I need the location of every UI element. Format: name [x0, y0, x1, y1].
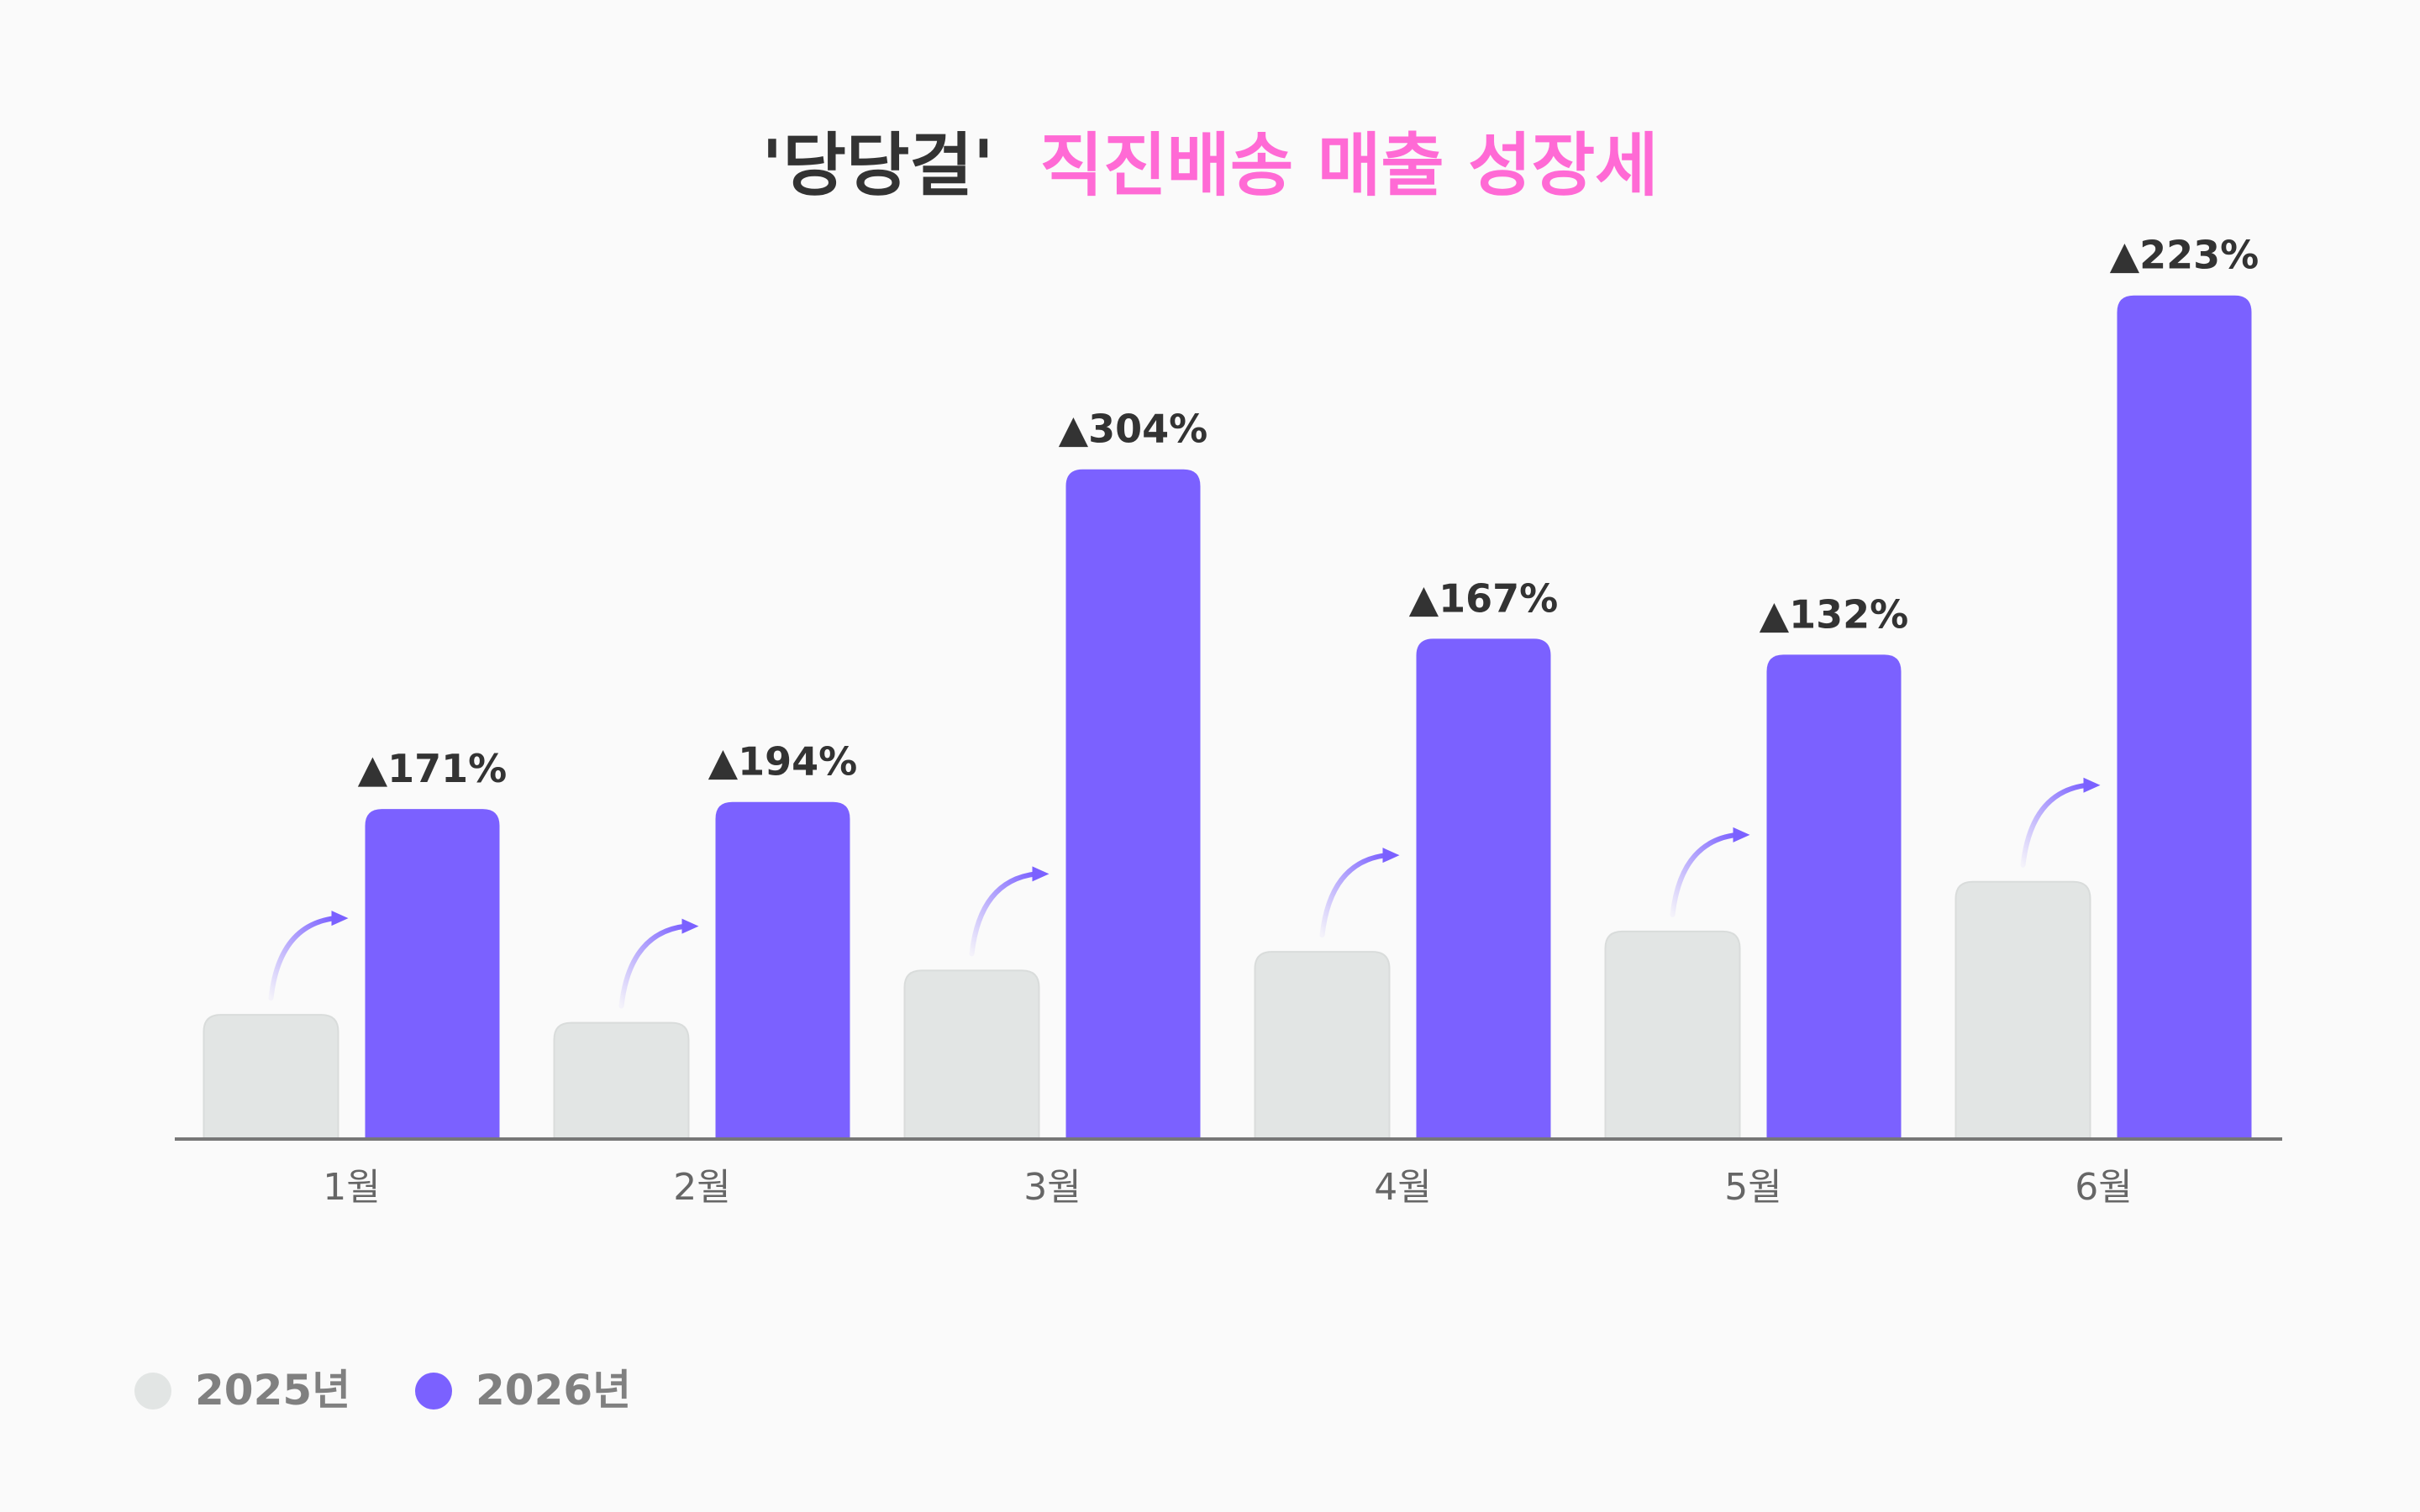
- curved-up-arrow-icon: [1319, 848, 1400, 938]
- legend-marker-2025: [134, 1373, 171, 1410]
- title-subject: 직진배송 매출 성장세: [1040, 126, 1659, 206]
- growth-label-6: ▲223%: [2110, 233, 2260, 278]
- curved-up-arrow-icon: [969, 866, 1050, 957]
- bar-2025-5: [1604, 930, 1741, 1140]
- x-tick-label-2: 2월: [673, 1166, 730, 1209]
- curved-up-arrow-icon: [2020, 777, 2101, 868]
- bar-2026-1: [365, 809, 500, 1139]
- curved-up-arrow-icon: [268, 911, 349, 1001]
- bar-2026-3: [1065, 469, 1201, 1139]
- bar-2025-1: [203, 1014, 339, 1140]
- bar-2026-4: [1416, 638, 1551, 1139]
- curved-up-arrow-icon: [618, 918, 699, 1009]
- bar-2025-2: [553, 1021, 690, 1140]
- legend: 2025년 2026년: [134, 1366, 631, 1415]
- x-tick-label-5: 5월: [1724, 1166, 1781, 1209]
- growth-label-4: ▲167%: [1409, 575, 1559, 621]
- plot-area: ▲171% 1월 ▲194% 2월 ▲304% 3월 ▲167% 4월 ▲132% 5월 ▲223%…: [175, 233, 2282, 1209]
- growth-label-1: ▲171%: [358, 746, 508, 791]
- growth-label-3: ▲304%: [1059, 407, 1208, 452]
- growth-label-5: ▲132%: [1760, 591, 1909, 637]
- bar-2026-2: [715, 801, 850, 1139]
- x-tick-label-6: 6월: [2075, 1166, 2132, 1209]
- bar-2025-6: [1954, 880, 2091, 1140]
- legend-label-2026: 2026년: [476, 1366, 631, 1415]
- legend-label-2025: 2025년: [195, 1366, 350, 1415]
- x-tick-label-3: 3월: [1023, 1166, 1081, 1209]
- growth-label-2: ▲194%: [708, 739, 858, 785]
- chart-title: '당당걸' 직진배송 매출 성장세: [761, 126, 1658, 206]
- bar-2025-3: [903, 969, 1040, 1140]
- x-tick-label-4: 4월: [1374, 1166, 1431, 1209]
- bar-2026-5: [1766, 654, 1902, 1139]
- bar-2026-6: [2117, 295, 2252, 1139]
- x-tick-label-1: 1월: [323, 1166, 380, 1209]
- title-brand: '당당걸': [761, 126, 994, 206]
- bar-2025-4: [1254, 951, 1391, 1140]
- legend-marker-2026: [415, 1373, 452, 1410]
- curved-up-arrow-icon: [1670, 827, 1750, 917]
